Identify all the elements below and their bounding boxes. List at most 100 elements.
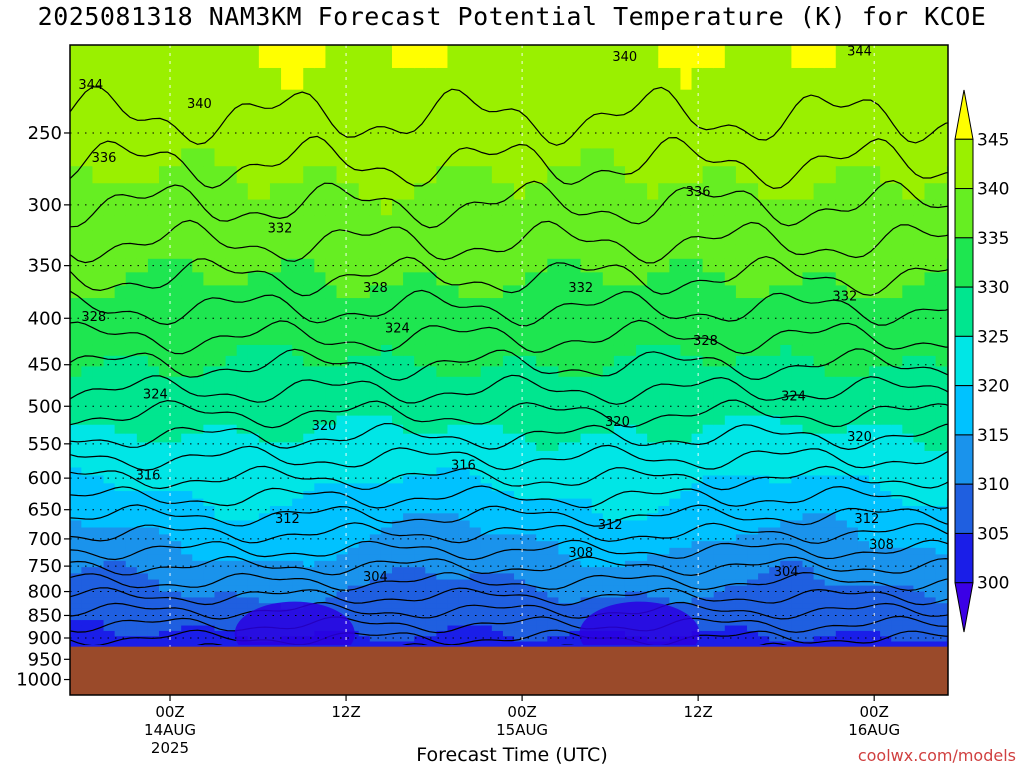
fill-cell [281, 527, 293, 535]
fill-cell [602, 67, 615, 91]
fill-cell [347, 591, 360, 599]
fill-cell [536, 433, 548, 443]
fill-cell [735, 258, 748, 273]
fill-cell [447, 285, 460, 299]
fill-cell [558, 230, 571, 246]
fill-cell [458, 579, 471, 587]
fill-cell [147, 433, 160, 443]
fill-cell [669, 415, 682, 426]
fill-cell [547, 614, 560, 621]
fill-cell [247, 272, 260, 287]
fill-cell [846, 272, 859, 287]
fill-cell [214, 534, 227, 542]
fill-cell [802, 636, 815, 643]
fill-cell [636, 415, 648, 426]
fill-cell [791, 527, 804, 535]
fill-cell [269, 554, 282, 562]
fill-cell [846, 129, 859, 150]
fill-cell [170, 129, 182, 150]
fill-cell [125, 450, 138, 460]
fill-cell [469, 636, 482, 643]
fill-cell [624, 298, 637, 311]
fill-cell [658, 467, 670, 477]
fill-cell [769, 547, 781, 555]
fill-cell [136, 591, 149, 599]
fill-cell [691, 573, 704, 581]
fill-cell [192, 483, 204, 492]
fill-cell [525, 534, 537, 542]
fill-cell [247, 573, 260, 581]
fill-cell [724, 230, 737, 246]
fill-cell [114, 608, 127, 616]
fill-cell [669, 148, 682, 167]
fill-cell [380, 129, 393, 150]
fill-cell [536, 614, 548, 621]
fill-cell [269, 230, 282, 246]
fill-cell [813, 272, 826, 287]
fill-cell [569, 498, 582, 507]
fill-cell [747, 45, 759, 69]
fill-cell [436, 483, 449, 492]
fill-cell [514, 630, 526, 637]
fill-cell [292, 110, 304, 131]
fill-cell [358, 310, 371, 323]
fill-cell [403, 573, 415, 581]
fill-cell [159, 603, 171, 610]
fill-cell [136, 333, 149, 346]
fill-cell [314, 567, 327, 575]
fill-cell [835, 450, 848, 460]
fill-cell [103, 614, 116, 621]
fill-cell [170, 89, 182, 111]
fill-cell [613, 520, 626, 529]
fill-cell [236, 376, 249, 388]
fill-cell [636, 567, 648, 575]
fill-cell [103, 298, 116, 311]
fill-cell [558, 547, 571, 555]
fill-cell [747, 433, 759, 443]
fill-cell [170, 513, 182, 522]
fill-cell [391, 560, 404, 568]
fill-cell [403, 475, 415, 484]
fill-cell [613, 244, 626, 260]
fill-cell [758, 625, 770, 632]
fill-cell [236, 513, 249, 522]
fill-cell [624, 45, 637, 69]
fill-cell [824, 183, 837, 201]
fill-cell [281, 475, 293, 484]
fill-cell [835, 45, 848, 69]
fill-cell [114, 506, 127, 514]
fill-cell [713, 467, 726, 477]
fill-cell [414, 45, 426, 69]
fill-cell [758, 344, 770, 357]
fill-cell [502, 396, 515, 407]
fill-cell [447, 620, 460, 627]
fill-cell [236, 67, 249, 91]
fill-cell [636, 483, 648, 492]
fill-cell [447, 433, 460, 443]
fill-cell [103, 513, 116, 522]
fill-cell [347, 230, 360, 246]
fill-cell [92, 386, 105, 398]
fill-cell [436, 459, 449, 469]
fill-cell [480, 183, 493, 201]
fill-cell [192, 166, 204, 184]
fill-cell [491, 322, 504, 335]
fill-cell [81, 541, 94, 549]
fill-cell [403, 591, 415, 599]
fill-cell [181, 386, 193, 398]
fill-cell [824, 129, 837, 150]
fill-cell [802, 166, 815, 184]
fill-cell [747, 406, 759, 417]
fill-cell [214, 608, 227, 616]
fill-cell [480, 527, 493, 535]
fill-cell [336, 585, 349, 593]
fill-cell [70, 406, 82, 417]
fill-cell [447, 603, 460, 610]
fill-cell [236, 554, 249, 562]
fill-cell [469, 547, 482, 555]
fill-cell [680, 498, 693, 507]
fill-cell [369, 498, 382, 507]
fill-cell [192, 89, 204, 111]
fill-cell [747, 272, 759, 287]
fill-cell [647, 491, 659, 500]
